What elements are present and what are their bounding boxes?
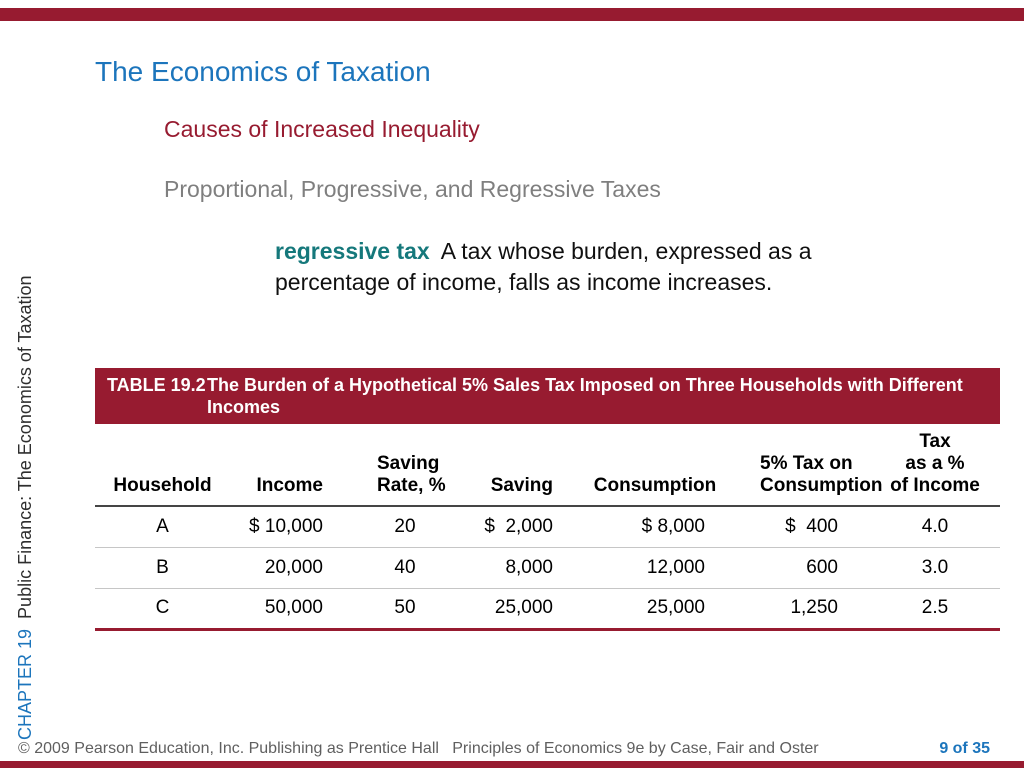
table-cell: 2.5 — [870, 588, 1000, 631]
footer: © 2009 Pearson Education, Inc. Publishin… — [18, 740, 990, 758]
table-cell: $ 400 — [740, 506, 870, 548]
table-caption: TABLE 19.2 The Burden of a Hypothetical … — [95, 368, 1000, 424]
table-caption-label: TABLE 19.2 — [107, 375, 206, 395]
table-cell: 4.0 — [870, 506, 1000, 548]
households-tax-table: Household Income Saving Rate, % Saving C… — [95, 424, 1000, 631]
table-cell: 20 — [345, 506, 465, 548]
table-cell: 20,000 — [230, 547, 345, 589]
table-cell: 50,000 — [230, 588, 345, 631]
header-cell: Income — [230, 424, 345, 507]
header-cell: 5% Tax on Consumption — [740, 424, 882, 507]
definition-term: regressive tax — [275, 238, 430, 264]
copyright-text: © 2009 Pearson Education, Inc. Publishin… — [18, 740, 819, 757]
slide-title: The Economics of Taxation — [95, 56, 431, 87]
bottom-accent-bar — [0, 761, 1024, 768]
table-cell: 8,000 — [465, 547, 570, 589]
table-cell: 12,000 — [570, 547, 740, 589]
table-row: C 50,000 50 25,000 25,000 1,250 2.5 — [95, 588, 1000, 631]
table-cell: 3.0 — [870, 547, 1000, 589]
table-cell: $ 8,000 — [570, 506, 740, 548]
table-cell: 25,000 — [465, 588, 570, 631]
table-cell: $ 2,000 — [465, 506, 570, 548]
header-cell: Saving Rate, % — [345, 424, 465, 507]
table-cell: 40 — [345, 547, 465, 589]
header-cell: Household — [95, 424, 230, 507]
table-cell: 25,000 — [570, 588, 740, 631]
table-cell: 600 — [740, 547, 870, 589]
table-cell: $ 10,000 — [230, 506, 345, 548]
subtitle-tax-types: Proportional, Progressive, and Regressiv… — [164, 176, 661, 202]
page-indicator: 9 of 35 — [939, 740, 990, 757]
header-cell: Consumption — [570, 424, 740, 507]
table-19-2: TABLE 19.2 The Burden of a Hypothetical … — [95, 368, 1000, 631]
table-row: A $ 10,000 20 $ 2,000 $ 8,000 $ 400 4.0 — [95, 506, 1000, 548]
definition-paragraph: regressive tax A tax whose burden, expres… — [275, 236, 840, 298]
table-header-row: Household Income Saving Rate, % Saving C… — [95, 424, 1000, 507]
table-cell: B — [95, 547, 230, 589]
subtitle-causes-of-increased-inequality: Causes of Increased Inequality — [164, 116, 480, 142]
header-cell: Tax as a % of Income — [870, 424, 1000, 507]
sidebar-vertical-text: CHAPTER 19 Public Finance: The Economics … — [15, 275, 36, 740]
table-cell: 50 — [345, 588, 465, 631]
chapter-label: CHAPTER 19 — [15, 628, 35, 740]
definition-body: A tax whose burden, expressed as a perce… — [275, 238, 812, 295]
table-row: B 20,000 40 8,000 12,000 600 3.0 — [95, 547, 1000, 589]
header-cell: Saving — [465, 424, 570, 507]
table-cell: 1,250 — [740, 588, 870, 631]
chapter-title: Public Finance: The Economics of Taxatio… — [15, 275, 35, 619]
top-accent-bar — [0, 8, 1024, 21]
table-caption-text: The Burden of a Hypothetical 5% Sales Ta… — [207, 375, 963, 417]
table-cell: C — [95, 588, 230, 631]
table-cell: A — [95, 506, 230, 548]
